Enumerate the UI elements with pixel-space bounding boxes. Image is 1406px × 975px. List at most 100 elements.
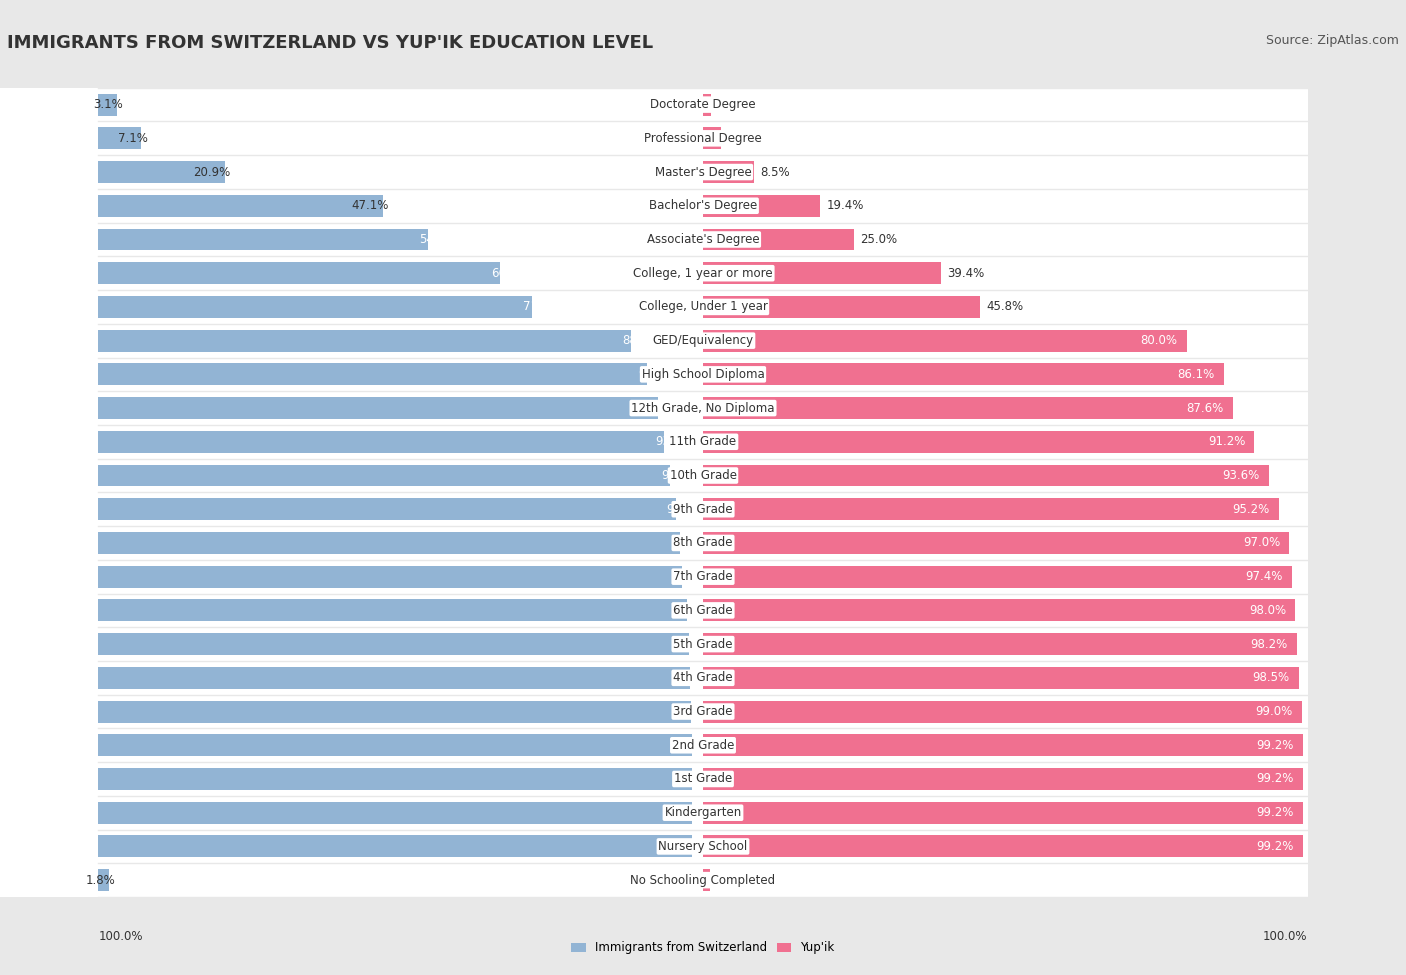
Bar [703, 464, 1268, 487]
Bar [98, 364, 647, 385]
Text: 95.5%: 95.5% [666, 503, 704, 516]
Bar [0, 560, 703, 594]
Bar [98, 600, 688, 621]
Bar [703, 762, 1308, 796]
Bar [703, 869, 710, 891]
Bar [0, 88, 703, 122]
Text: 97.4%: 97.4% [678, 604, 716, 617]
FancyBboxPatch shape [0, 762, 703, 796]
Bar [703, 458, 1308, 492]
Text: 25.0%: 25.0% [860, 233, 897, 246]
Bar [0, 189, 703, 222]
FancyBboxPatch shape [0, 256, 703, 291]
Bar [98, 498, 676, 521]
Text: 3.1%: 3.1% [93, 98, 124, 111]
Bar [703, 566, 1292, 588]
Bar [0, 155, 703, 189]
Bar [703, 728, 1308, 762]
FancyBboxPatch shape [0, 863, 703, 897]
Bar [703, 600, 1295, 621]
Bar [0, 358, 703, 391]
Bar [703, 161, 755, 183]
Text: 97.7%: 97.7% [681, 638, 717, 650]
Bar [98, 431, 664, 452]
FancyBboxPatch shape [0, 291, 703, 324]
Bar [703, 734, 1303, 757]
Bar [0, 796, 703, 830]
FancyBboxPatch shape [0, 155, 703, 189]
Text: 97.8%: 97.8% [681, 672, 718, 684]
Text: 99.2%: 99.2% [1257, 839, 1294, 853]
Bar [703, 330, 1187, 352]
Text: 20.9%: 20.9% [194, 166, 231, 178]
Bar [98, 128, 142, 149]
Bar [703, 801, 1303, 824]
Bar [98, 330, 631, 352]
Bar [703, 701, 1302, 722]
Text: 10th Grade: 10th Grade [669, 469, 737, 482]
Text: 11th Grade: 11th Grade [669, 435, 737, 449]
Text: 99.2%: 99.2% [1257, 772, 1294, 786]
Text: 39.4%: 39.4% [948, 267, 984, 280]
Text: Master's Degree: Master's Degree [655, 166, 751, 178]
Bar [98, 195, 384, 216]
Bar [703, 122, 1308, 155]
Text: Doctorate Degree: Doctorate Degree [650, 98, 756, 111]
Bar [98, 633, 689, 655]
Bar [703, 128, 720, 149]
Bar [0, 291, 703, 324]
Bar [98, 667, 690, 688]
Bar [703, 397, 1233, 419]
Bar [98, 296, 531, 318]
Bar [0, 526, 703, 560]
Bar [0, 458, 703, 492]
Bar [0, 324, 703, 358]
Bar [703, 291, 1308, 324]
Bar [703, 88, 1308, 122]
Text: 100.0%: 100.0% [1263, 929, 1308, 943]
Text: 100.0%: 100.0% [98, 929, 143, 943]
Text: 1.2%: 1.2% [716, 874, 747, 886]
Text: 47.1%: 47.1% [352, 199, 389, 213]
Bar [703, 155, 1308, 189]
Bar [703, 694, 1308, 728]
FancyBboxPatch shape [0, 391, 703, 425]
Bar [0, 762, 703, 796]
Text: 45.8%: 45.8% [986, 300, 1024, 313]
FancyBboxPatch shape [0, 560, 703, 594]
Bar [703, 324, 1308, 358]
Bar [0, 492, 703, 526]
Bar [0, 728, 703, 762]
Bar [0, 256, 703, 291]
Text: 95.2%: 95.2% [1232, 503, 1270, 516]
Text: 91.2%: 91.2% [1208, 435, 1246, 449]
Bar [703, 425, 1308, 458]
Text: 98.0%: 98.0% [682, 705, 718, 718]
FancyBboxPatch shape [0, 796, 703, 830]
Text: 7.1%: 7.1% [118, 132, 148, 145]
Text: 3rd Grade: 3rd Grade [673, 705, 733, 718]
Text: 94.6%: 94.6% [661, 469, 699, 482]
FancyBboxPatch shape [0, 594, 703, 627]
Bar [0, 830, 703, 863]
Bar [98, 397, 658, 419]
FancyBboxPatch shape [0, 122, 703, 155]
Bar [98, 869, 110, 891]
Bar [703, 262, 941, 284]
Bar [98, 701, 690, 722]
Bar [703, 594, 1308, 627]
Bar [98, 161, 225, 183]
Text: 92.5%: 92.5% [648, 402, 686, 414]
Bar [0, 863, 703, 897]
Text: 99.2%: 99.2% [1257, 739, 1294, 752]
Text: Nursery School: Nursery School [658, 839, 748, 853]
Text: Associate's Degree: Associate's Degree [647, 233, 759, 246]
Text: 2nd Grade: 2nd Grade [672, 739, 734, 752]
Text: 98.2%: 98.2% [1250, 638, 1288, 650]
Bar [0, 425, 703, 458]
Bar [98, 836, 692, 857]
Bar [703, 796, 1308, 830]
Bar [703, 228, 855, 251]
FancyBboxPatch shape [0, 189, 703, 222]
FancyBboxPatch shape [0, 694, 703, 728]
